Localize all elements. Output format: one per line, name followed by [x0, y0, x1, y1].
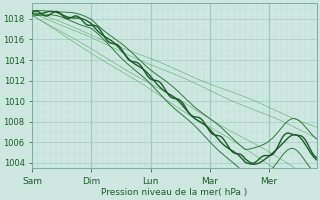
X-axis label: Pression niveau de la mer( hPa ): Pression niveau de la mer( hPa ) — [101, 188, 247, 197]
